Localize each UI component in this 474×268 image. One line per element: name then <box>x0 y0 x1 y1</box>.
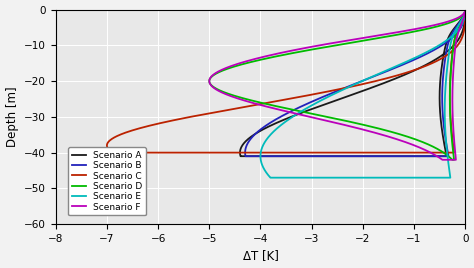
Scenario B <box>440 114 446 117</box>
Scenario B <box>458 26 464 29</box>
Scenario C <box>447 77 453 80</box>
Line: Scenario E: Scenario E <box>260 10 465 178</box>
Scenario B <box>243 155 248 158</box>
Scenario C <box>462 8 468 11</box>
Scenario F <box>450 126 456 129</box>
Scenario D <box>449 158 455 161</box>
Scenario C <box>450 47 456 51</box>
Scenario A <box>438 79 443 82</box>
Scenario F <box>418 26 424 29</box>
Scenario D <box>448 126 454 129</box>
Line: Scenario F: Scenario F <box>209 10 465 160</box>
Scenario B <box>441 123 447 126</box>
Scenario C <box>110 151 116 154</box>
Scenario A <box>442 49 447 52</box>
Scenario F <box>462 8 468 11</box>
Scenario E <box>462 8 468 11</box>
Scenario F <box>451 134 456 137</box>
Scenario E <box>442 89 448 92</box>
Scenario A <box>438 114 443 117</box>
Scenario E <box>267 176 273 179</box>
Scenario A <box>438 123 444 126</box>
Scenario D <box>450 49 456 53</box>
Scenario C <box>462 25 467 29</box>
Scenario C <box>448 120 454 123</box>
Scenario B <box>444 49 449 52</box>
Y-axis label: Depth [m]: Depth [m] <box>6 87 18 147</box>
Scenario E <box>443 140 449 143</box>
Scenario D <box>462 8 468 11</box>
Line: Scenario D: Scenario D <box>209 10 465 160</box>
Scenario F <box>462 8 468 11</box>
Scenario C <box>447 111 453 115</box>
Scenario E <box>443 130 448 133</box>
Scenario F <box>450 80 456 83</box>
Scenario D <box>462 8 468 11</box>
Scenario F <box>439 158 445 161</box>
Scenario B <box>462 8 468 11</box>
Scenario F <box>452 49 458 53</box>
Legend: Scenario A, Scenario B, Scenario C, Scenario D, Scenario E, Scenario F: Scenario A, Scenario B, Scenario C, Scen… <box>68 147 146 215</box>
Line: Scenario B: Scenario B <box>245 10 465 156</box>
Scenario D <box>447 117 453 120</box>
Scenario B <box>440 79 446 82</box>
Scenario B <box>442 131 447 134</box>
Line: Scenario A: Scenario A <box>240 10 465 156</box>
Scenario A <box>439 131 445 134</box>
Scenario A <box>237 155 243 158</box>
Scenario E <box>462 8 468 11</box>
Scenario C <box>462 8 468 11</box>
Scenario F <box>450 117 456 120</box>
Line: Scenario C: Scenario C <box>107 10 465 153</box>
Scenario A <box>462 8 468 11</box>
Scenario E <box>455 29 461 32</box>
Scenario A <box>461 26 466 29</box>
X-axis label: ΔT [K]: ΔT [K] <box>243 250 278 262</box>
Scenario E <box>446 54 451 58</box>
Scenario D <box>448 134 454 137</box>
Scenario D <box>447 80 453 83</box>
Scenario D <box>428 26 434 29</box>
Scenario E <box>444 149 450 152</box>
Scenario A <box>462 8 468 11</box>
Scenario C <box>448 128 454 131</box>
Scenario B <box>462 8 468 11</box>
